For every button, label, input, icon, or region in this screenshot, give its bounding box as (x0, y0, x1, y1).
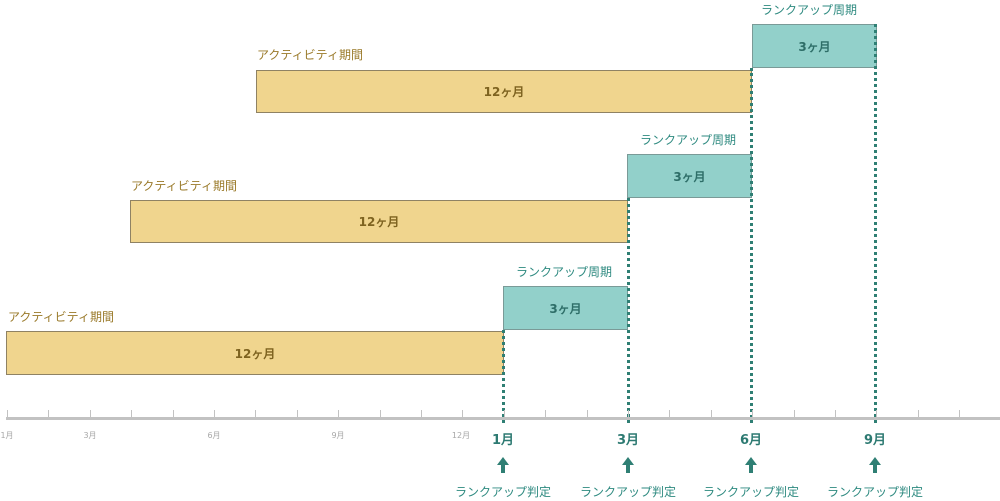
tick-label-major-jun: 6月 (739, 433, 763, 448)
axis-tick (421, 410, 422, 418)
axis-tick (379, 410, 381, 418)
axis-tick (172, 410, 174, 418)
axis-tick (7, 410, 8, 418)
rankup-bar-row2: 3ヶ月 (627, 154, 752, 198)
rankup-duration-row2: 3ヶ月 (673, 169, 706, 184)
axis-tick (462, 410, 464, 418)
rankup-label-row3: ランクアップ周期 (516, 265, 613, 279)
activity-label-row1: アクティビティ期間 (257, 48, 363, 62)
guide-line-sep (874, 24, 877, 423)
axis-tick (89, 410, 91, 418)
tick-label-small-9: 9月 (331, 431, 345, 440)
tick-label-major-mar: 3月 (616, 433, 640, 448)
activity-duration-row3: 12ヶ月 (234, 346, 276, 361)
judgement-label-sep: ランクアップ判定 (826, 485, 924, 499)
axis-tick (669, 410, 671, 418)
tick-label-small-1: 1月 (0, 431, 14, 440)
timeline-axis (6, 417, 1000, 420)
tick-label-small-6: 6月 (207, 431, 221, 440)
axis-tick (959, 410, 961, 418)
activity-duration-row1: 12ヶ月 (483, 85, 525, 99)
axis-tick (214, 410, 215, 418)
tick-label-small-3: 3月 (83, 431, 97, 440)
activity-duration-row2: 12ヶ月 (358, 215, 400, 229)
axis-tick (586, 410, 588, 418)
axis-tick (835, 410, 836, 418)
rankup-bar-row1: 3ヶ月 (752, 24, 877, 68)
judgement-label-mar: ランクアップ判定 (579, 485, 677, 499)
axis-tick (48, 410, 50, 418)
judgement-label-jan: ランクアップ判定 (454, 485, 552, 499)
rankup-duration-row3: 3ヶ月 (549, 301, 582, 316)
axis-tick (876, 410, 878, 418)
activity-bar-row3: 12ヶ月 (6, 331, 504, 375)
activity-bar-row2: 12ヶ月 (130, 200, 628, 243)
rankup-bar-row3: 3ヶ月 (503, 286, 628, 330)
axis-tick (628, 410, 629, 418)
arrow-up-icon (497, 457, 509, 473)
activity-label-row2: アクティビティ期間 (131, 179, 237, 193)
rankup-duration-row1: 3ヶ月 (798, 39, 831, 54)
axis-tick (296, 410, 298, 418)
axis-tick (710, 410, 712, 418)
guide-line-jun (750, 68, 753, 423)
arrow-up-icon (745, 457, 757, 473)
rankup-label-row2: ランクアップ周期 (640, 133, 737, 147)
axis-tick (338, 410, 340, 418)
tick-label-small-12: 12月 (451, 431, 471, 440)
rankup-label-row1: ランクアップ周期 (761, 3, 858, 17)
axis-tick (917, 410, 919, 418)
tick-label-major-jan: 1月 (491, 433, 515, 448)
axis-tick (752, 410, 754, 418)
tick-label-major-sep: 9月 (863, 433, 887, 448)
arrow-up-icon (622, 457, 634, 473)
axis-tick (503, 410, 505, 418)
activity-bar-row1: 12ヶ月 (256, 70, 752, 113)
activity-label-row3: アクティビティ期間 (8, 310, 114, 324)
guide-line-jan (502, 330, 505, 423)
arrow-up-icon (869, 457, 881, 473)
axis-tick (793, 410, 795, 418)
judgement-label-jun: ランクアップ判定 (702, 485, 800, 499)
axis-tick (255, 410, 257, 418)
axis-tick (131, 410, 133, 418)
guide-line-mar (627, 198, 630, 423)
axis-tick (545, 410, 547, 418)
